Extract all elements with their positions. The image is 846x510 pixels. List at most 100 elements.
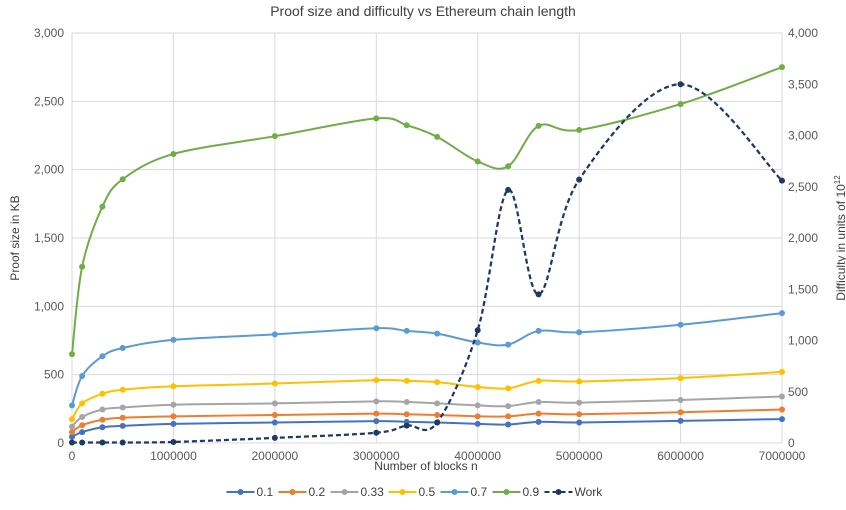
data-point <box>576 378 583 385</box>
series-line <box>71 83 783 444</box>
data-point <box>99 390 106 397</box>
x-tick-label: 5000000 <box>556 449 603 463</box>
data-point <box>779 177 785 184</box>
legend-label: Work <box>575 485 604 499</box>
data-point <box>79 422 86 429</box>
data-point <box>271 434 278 441</box>
data-point <box>170 438 177 445</box>
data-point <box>271 133 278 140</box>
data-point <box>170 401 177 408</box>
legend-label: 0.1 <box>257 485 274 499</box>
data-point <box>69 402 75 409</box>
data-point <box>79 373 86 380</box>
data-point <box>505 413 512 420</box>
data-point <box>373 418 380 425</box>
series-0-33 <box>69 393 785 430</box>
data-point <box>474 327 481 334</box>
data-point <box>373 325 380 332</box>
legend-label: 0.2 <box>309 485 326 499</box>
data-point <box>373 429 380 436</box>
data-point <box>434 419 441 426</box>
data-point <box>119 345 126 352</box>
x-tick-label: 6000000 <box>657 449 704 463</box>
data-point <box>779 310 785 317</box>
legend-label: 0.7 <box>471 485 488 499</box>
data-point <box>403 377 410 384</box>
data-point <box>535 418 542 425</box>
series-0-9 <box>69 64 785 358</box>
y2-tick-label: 2,000 <box>788 231 818 245</box>
series-work <box>69 81 785 446</box>
y2-axis-title: Difficulty in units of 1012 <box>833 175 846 301</box>
legend-swatch-marker <box>451 489 458 495</box>
data-point <box>677 409 684 416</box>
series-0-7 <box>69 310 785 409</box>
data-point <box>677 417 684 424</box>
data-point <box>535 327 542 334</box>
data-point <box>271 331 278 338</box>
data-point <box>403 122 410 129</box>
y2-axis-title-base: Difficulty in units of 10 <box>834 184 846 301</box>
y2-tick-label: 3,000 <box>788 129 818 143</box>
data-point <box>119 422 126 429</box>
series-0-1 <box>69 416 785 440</box>
series-0-2 <box>69 406 785 436</box>
y2-tick-label: 2,500 <box>788 180 818 194</box>
data-point <box>505 186 512 193</box>
legend-label: 0.5 <box>419 485 436 499</box>
data-point <box>434 411 441 418</box>
y-tick-label: 1,000 <box>34 299 64 313</box>
data-point <box>271 411 278 418</box>
data-point <box>505 403 512 410</box>
legend-swatch-marker <box>399 489 406 495</box>
data-point <box>403 411 410 418</box>
data-point <box>373 115 380 122</box>
data-point <box>170 383 177 390</box>
data-point <box>434 133 441 140</box>
series-line <box>71 66 783 355</box>
legend-label: 0.33 <box>361 485 385 499</box>
y-tick-label: 2,500 <box>34 94 64 108</box>
data-point <box>99 203 106 210</box>
data-point <box>474 158 481 165</box>
data-point <box>535 410 542 417</box>
data-point <box>474 413 481 420</box>
data-point <box>474 402 481 409</box>
data-point <box>505 163 512 170</box>
y2-tick-label: 4,000 <box>788 26 818 40</box>
data-point <box>99 406 106 413</box>
data-point <box>677 375 684 382</box>
x-tick-label: 4000000 <box>454 449 501 463</box>
data-point <box>403 327 410 334</box>
data-point <box>69 439 75 446</box>
legend-item: 0.9 <box>492 485 540 499</box>
data-point <box>505 421 512 428</box>
data-point <box>69 433 75 440</box>
data-point <box>403 422 410 429</box>
legend-swatch-marker <box>341 489 348 495</box>
data-point <box>79 400 86 407</box>
data-point <box>576 176 583 183</box>
data-point <box>474 420 481 427</box>
series-0-5 <box>69 368 785 423</box>
data-point <box>677 81 684 88</box>
data-point <box>79 263 86 270</box>
data-point <box>271 400 278 407</box>
data-point <box>505 341 512 348</box>
legend-item: Work <box>544 485 604 499</box>
data-point <box>403 399 410 405</box>
data-point <box>119 439 126 446</box>
data-point <box>119 176 126 183</box>
data-point <box>779 368 785 375</box>
legend: 0.1 0.2 0.33 0.5 0.7 0.9 Work <box>226 485 604 499</box>
legend-swatch-marker <box>555 489 562 495</box>
x-tick-label: 7000000 <box>759 449 806 463</box>
data-point <box>677 396 684 403</box>
y2-tick-label: 500 <box>788 385 808 399</box>
legend-label: 0.9 <box>523 485 540 499</box>
y2-tick-label: 1,000 <box>788 334 818 348</box>
data-point <box>99 353 106 360</box>
data-point <box>170 150 177 157</box>
data-point <box>434 379 441 386</box>
